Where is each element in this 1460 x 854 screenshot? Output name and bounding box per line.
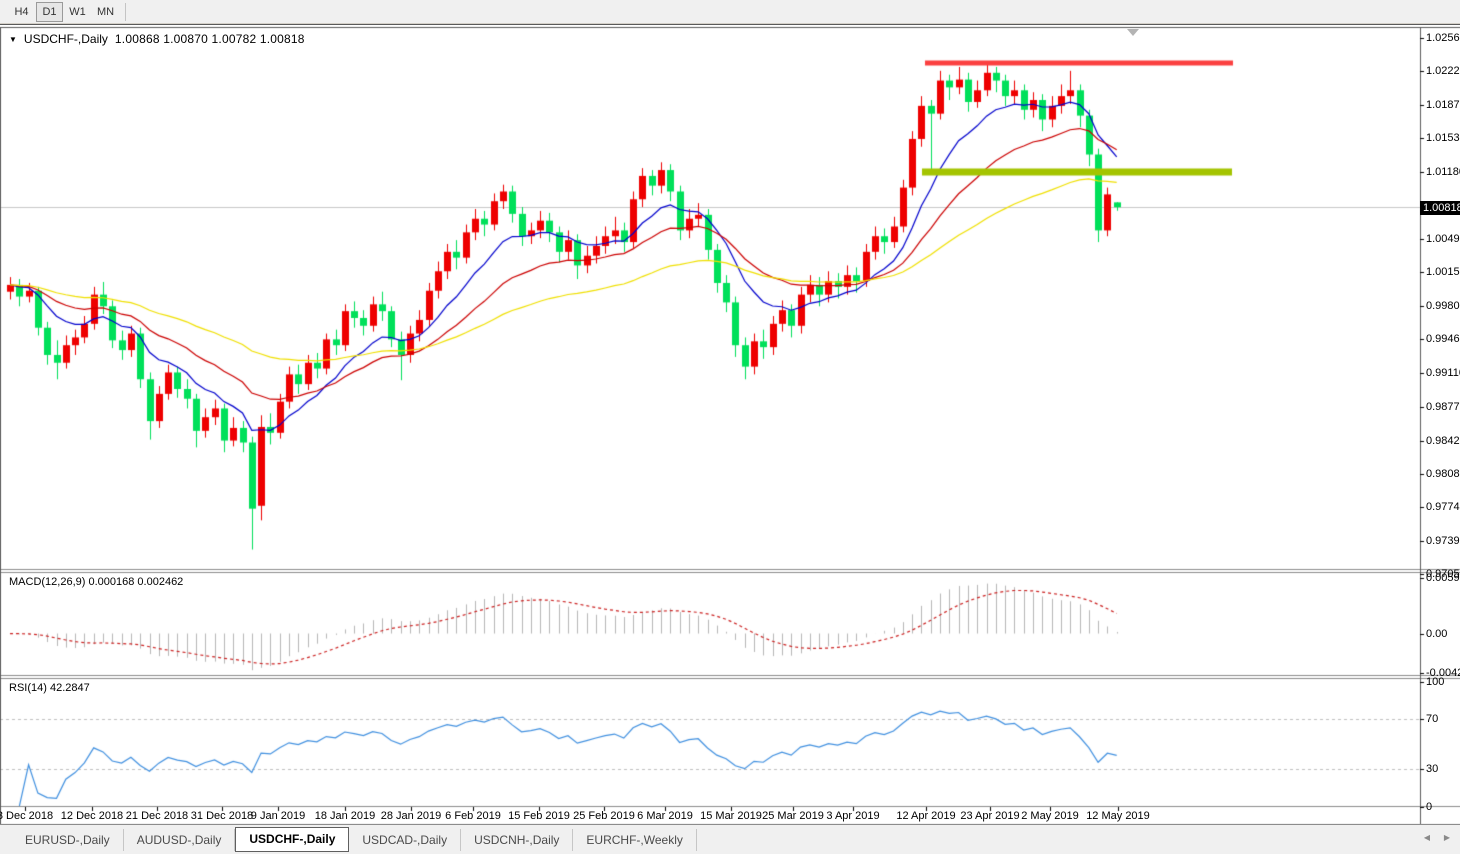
date-axis-label: 31 Dec 2018	[190, 810, 254, 822]
date-axis-label: 15 Mar 2019	[700, 810, 762, 822]
date-axis-label: 25 Mar 2019	[762, 810, 824, 822]
tab-scroll-left-icon[interactable]: ◀	[1423, 833, 1431, 842]
price-axis-label: 1.01180	[1426, 166, 1460, 179]
date-axis-label: 28 Jan 2019	[380, 810, 442, 822]
price-axis-label: 1.02220	[1426, 64, 1460, 77]
date-axis-label: 23 Apr 2019	[960, 810, 1020, 822]
rsi-axis-label: 70	[1426, 713, 1439, 725]
tab-usdchf-daily[interactable]: USDCHF-,Daily	[235, 827, 350, 852]
date-axis-label: 12 Apr 2019	[896, 810, 956, 822]
timeframe-h4-button[interactable]: H4	[14, 5, 29, 18]
date-axis-label: 18 Jan 2019	[314, 810, 376, 822]
macd-axis-label: 0.00597	[1426, 572, 1460, 584]
collapse-icon[interactable]: ▼	[9, 34, 17, 44]
tab-scroll-right-icon[interactable]: ▶	[1443, 833, 1451, 842]
autoscroll-marker-icon[interactable]	[1127, 29, 1139, 36]
timeframe-mn-button[interactable]: MN	[96, 5, 115, 18]
current-price-tag: 1.00818	[1420, 200, 1460, 215]
timeframe-toolbar: H4 D1 W1 MN	[0, 0, 1460, 24]
tab-eurusd-daily[interactable]: EURUSD-,Daily	[12, 828, 124, 851]
chart-canvas[interactable]	[0, 25, 1460, 825]
chart-title: ▼ USDCHF-,Daily 1.00868 1.00870 1.00782 …	[9, 32, 305, 46]
date-axis-label: 3 Apr 2019	[826, 810, 880, 822]
date-axis-label: 21 Dec 2018	[125, 810, 189, 822]
rsi-axis-label: 0	[1426, 800, 1433, 813]
price-axis-label: 1.00490	[1426, 233, 1460, 246]
date-axis-label: 15 Feb 2019	[508, 810, 570, 822]
timeframe-d1-button[interactable]: D1	[36, 1, 63, 22]
tab-usdcnh-daily[interactable]: USDCNH-,Daily	[461, 828, 574, 851]
tab-usdcad-daily[interactable]: USDCAD-,Daily	[349, 828, 462, 851]
price-axis-label: 1.01530	[1426, 131, 1460, 144]
timeframe-w1-button[interactable]: W1	[69, 5, 86, 18]
macd-axis-label: -0.004243	[1426, 667, 1460, 679]
date-axis-label: 3 Dec 2018	[0, 810, 54, 822]
price-axis-label: 1.01870	[1426, 98, 1460, 111]
macd-axis-label: 0.00	[1426, 627, 1448, 640]
price-axis[interactable]: 1.02560 1.02220 1.01870 1.01530 1.01180 1.004…	[1421, 25, 1460, 825]
date-axis-label: 12 Dec 2018	[60, 810, 124, 822]
date-axis-label: 9 Jan 2019	[250, 810, 306, 822]
date-axis-label: 2 May 2019	[1021, 810, 1079, 822]
date-axis[interactable]: 3 Dec 2018 12 Dec 2018 21 Dec 2018 31 Dec 2…	[0, 808, 1420, 825]
date-axis-label: 12 May 2019	[1086, 810, 1150, 822]
chart-tabs-bar: EURUSD-,Daily AUDUSD-,Daily USDCHF-,Dail…	[0, 824, 1460, 854]
chart-ohlc-values: 1.00868 1.00870 1.00782 1.00818	[114, 32, 305, 46]
tab-audusd-daily[interactable]: AUDUSD-,Daily	[124, 828, 236, 851]
tab-eurchf-weekly[interactable]: EURCHF-,Weekly	[573, 828, 697, 851]
chart-symbol-label: USDCHF-,Daily	[23, 32, 108, 46]
macd-indicator-label: MACD(12,26,9) 0.000168 0.002462	[9, 576, 184, 588]
chart-window: ▼ USDCHF-,Daily 1.00868 1.00870 1.00782 …	[0, 24, 1460, 825]
date-axis-label: 6 Mar 2019	[637, 810, 693, 822]
toolbar-separator	[125, 2, 126, 21]
date-axis-label: 6 Feb 2019	[445, 810, 501, 822]
rsi-axis-label: 100	[1426, 675, 1445, 688]
rsi-value: 42.2847	[49, 682, 90, 694]
tab-scroll-arrows: ◀ ▶	[1422, 833, 1452, 842]
date-axis-label: 25 Feb 2019	[573, 810, 635, 822]
macd-values: 0.000168 0.002462	[88, 576, 184, 588]
price-axis-label: 1.02560	[1426, 31, 1460, 44]
rsi-axis-label: 30	[1426, 763, 1439, 775]
rsi-indicator-label: RSI(14) 42.2847	[9, 682, 90, 694]
